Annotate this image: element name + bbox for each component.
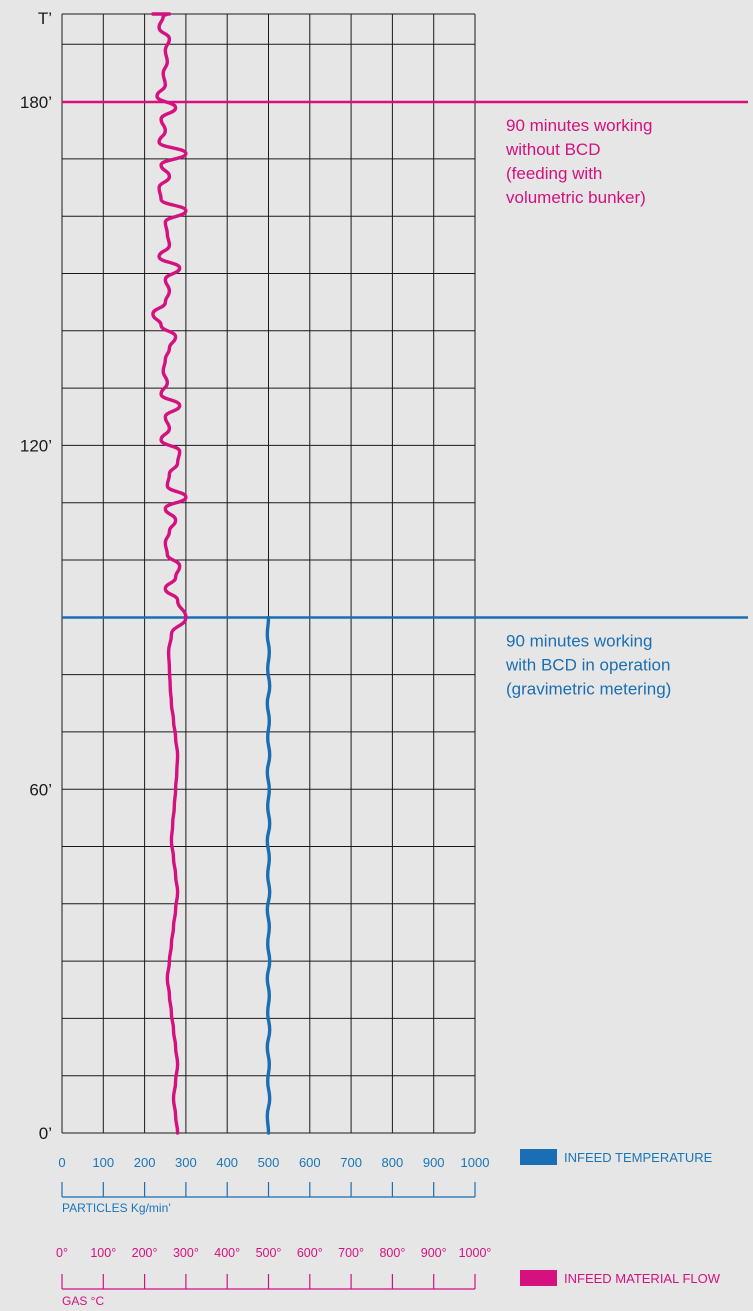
y-tick-label: 0’ bbox=[39, 1124, 52, 1143]
reference-lines bbox=[62, 100, 748, 619]
x-tick-label: 800° bbox=[379, 1246, 405, 1260]
series-line-material bbox=[151, 12, 188, 1135]
x-axis-gas: GAS °C 0° 100° 200° 300° 400° 500° 600° 700° 800… bbox=[56, 1246, 491, 1308]
x-tick-label: 200 bbox=[134, 1155, 156, 1170]
x-tick-label: 300 bbox=[175, 1155, 197, 1170]
x-axis-gas-label: GAS °C bbox=[62, 1294, 104, 1308]
x-tick-label: 200° bbox=[132, 1246, 158, 1260]
y-axis-label: T’ bbox=[38, 9, 52, 28]
legend-swatch-material bbox=[520, 1270, 557, 1286]
reference-annotation-line: 90 minutes working bbox=[506, 632, 652, 651]
reference-annotation-line: (feeding with bbox=[506, 164, 602, 183]
grid bbox=[61, 13, 476, 1134]
x-axis-particles: PARTICLES Kg/min’ 0 100 200 300 400 500 600 700… bbox=[58, 1155, 489, 1215]
x-tick-label: 800 bbox=[382, 1155, 404, 1170]
series-group bbox=[151, 12, 272, 1135]
x-tick-label: 300° bbox=[173, 1246, 199, 1260]
x-tick-label: 0° bbox=[56, 1246, 68, 1260]
annotations: 90 minutes working without BCD (feeding wi… bbox=[505, 116, 671, 699]
reference-annotation-line: without BCD bbox=[505, 140, 600, 159]
x-tick-label: 100° bbox=[90, 1246, 116, 1260]
reference-annotation-line: (gravimetric metering) bbox=[506, 680, 671, 699]
legend: INFEED TEMPERATURE INFEED MATERIAL FLOW bbox=[520, 1149, 721, 1286]
legend-swatch-temperature bbox=[520, 1149, 557, 1165]
reference-annotation-line: volumetric bunker) bbox=[506, 188, 646, 207]
y-tick-label: 120’ bbox=[20, 437, 52, 456]
x-tick-label: 400° bbox=[214, 1246, 240, 1260]
x-tick-label: 1000° bbox=[459, 1246, 492, 1260]
x-tick-label: 900 bbox=[423, 1155, 445, 1170]
y-tick-label: 180’ bbox=[20, 93, 52, 112]
x-tick-label: 900° bbox=[421, 1246, 447, 1260]
reference-annotation-line: with BCD in operation bbox=[505, 656, 670, 675]
reference-annotation-line: 90 minutes working bbox=[506, 116, 652, 135]
y-axis: T’ 0’ 60’ 120’ 180’ bbox=[20, 9, 52, 1143]
x-tick-label: 500° bbox=[256, 1246, 282, 1260]
series-line-temperature bbox=[265, 615, 272, 1135]
x-tick-label: 600 bbox=[299, 1155, 321, 1170]
x-tick-label: 700 bbox=[340, 1155, 362, 1170]
legend-label-temperature: INFEED TEMPERATURE bbox=[564, 1150, 713, 1165]
x-tick-label: 100 bbox=[92, 1155, 114, 1170]
x-axis-particles-label: PARTICLES Kg/min’ bbox=[62, 1201, 171, 1215]
x-tick-label: 500 bbox=[258, 1155, 280, 1170]
y-tick-label: 60’ bbox=[29, 780, 52, 799]
x-tick-label: 1000 bbox=[461, 1155, 490, 1170]
x-tick-label: 700° bbox=[338, 1246, 364, 1260]
x-tick-label: 0 bbox=[58, 1155, 65, 1170]
x-tick-label: 400 bbox=[216, 1155, 238, 1170]
x-tick-label: 600° bbox=[297, 1246, 323, 1260]
legend-label-material: INFEED MATERIAL FLOW bbox=[564, 1271, 721, 1286]
